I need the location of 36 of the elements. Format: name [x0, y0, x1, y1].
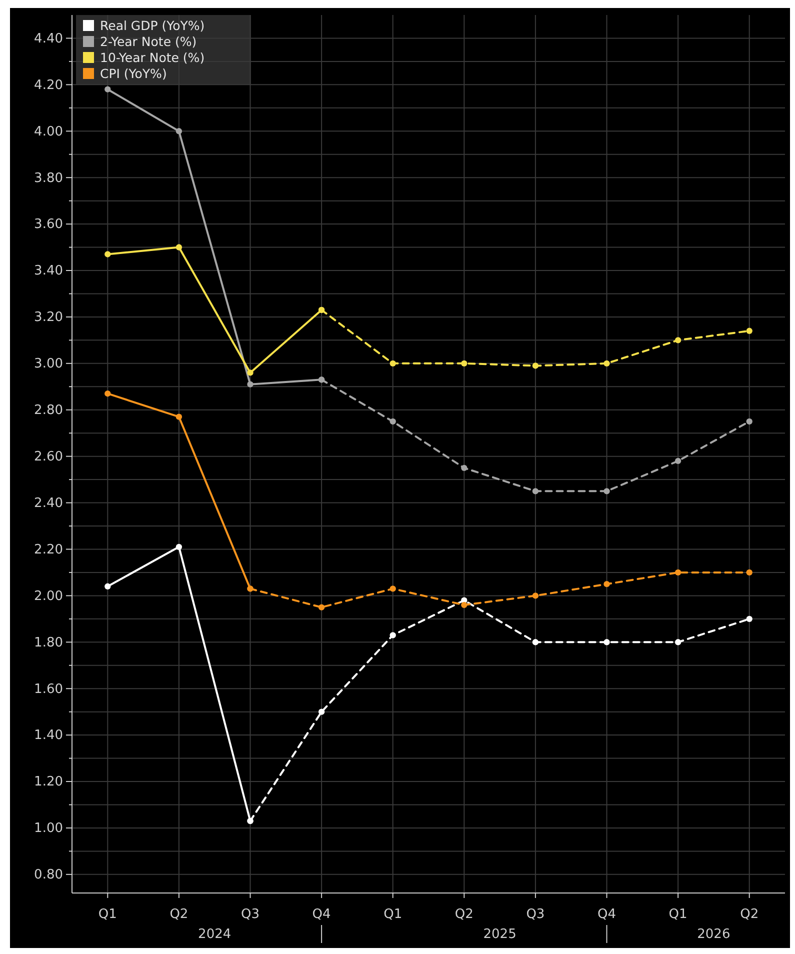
y-tick-label: 1.80 — [34, 635, 63, 650]
x-tick-label: Q4 — [312, 907, 331, 922]
x-tick-label: Q1 — [668, 907, 688, 922]
y-tick-label: 3.00 — [34, 356, 63, 372]
text: 2026 — [697, 927, 730, 942]
y-tick-label: 2.80 — [34, 403, 63, 418]
y-tick-label: 1.20 — [34, 774, 63, 790]
x-tick-label: Q2 — [170, 907, 188, 922]
y-tick-label: 2.40 — [34, 496, 63, 511]
y-tick-label: 3.20 — [34, 310, 63, 326]
legend-label: CPI (YoY%) — [100, 66, 167, 81]
x-tick-label: Q2 — [740, 907, 759, 922]
y-tick-label: 1.40 — [34, 728, 63, 744]
x-tick-label: Q3 — [526, 907, 545, 922]
x-tick-label: Q3 — [240, 907, 260, 922]
text: 2025 — [483, 927, 516, 942]
y-tick-label: 2.60 — [34, 449, 63, 464]
y-tick-label: 3.60 — [34, 217, 63, 232]
x-tick-label: Q1 — [98, 907, 117, 922]
y-tick-label: 1.00 — [34, 821, 63, 836]
y-tick-label: 2.00 — [34, 588, 63, 604]
legend-label: 2-Year Note (%) — [100, 34, 197, 49]
x-tick-label: Q1 — [384, 907, 402, 922]
y-tick-label: 1.60 — [34, 682, 63, 697]
x-tick-label: Q4 — [597, 907, 616, 922]
y-tick-label: 2.20 — [34, 542, 63, 558]
y-tick-label: 4.20 — [34, 78, 63, 93]
text: 2024 — [198, 927, 232, 942]
y-tick-label: 0.80 — [34, 868, 63, 883]
y-tick-label: 4.00 — [34, 124, 63, 140]
legend-label: 10-Year Note (%) — [100, 50, 205, 65]
legend-label: Real GDP (YoY%) — [100, 18, 205, 33]
y-tick-label: 4.40 — [34, 31, 63, 46]
y-tick-label: 3.80 — [34, 170, 63, 186]
x-tick-label: Q2 — [454, 907, 474, 922]
y-tick-label: 3.40 — [34, 264, 63, 279]
